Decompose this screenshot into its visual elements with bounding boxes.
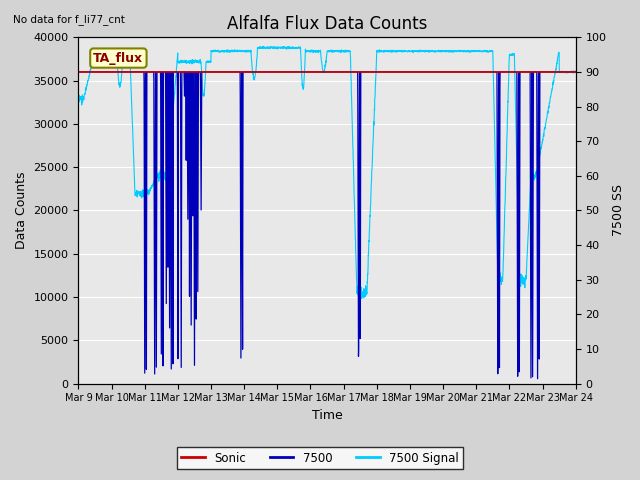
Text: No data for f_li77_cnt: No data for f_li77_cnt xyxy=(13,14,125,25)
Y-axis label: Data Counts: Data Counts xyxy=(15,172,28,249)
Title: Alfalfa Flux Data Counts: Alfalfa Flux Data Counts xyxy=(227,15,428,33)
X-axis label: Time: Time xyxy=(312,409,342,422)
Y-axis label: 7500 SS: 7500 SS xyxy=(612,184,625,237)
Text: TA_flux: TA_flux xyxy=(93,51,143,65)
Legend: Sonic, 7500, 7500 Signal: Sonic, 7500, 7500 Signal xyxy=(177,447,463,469)
